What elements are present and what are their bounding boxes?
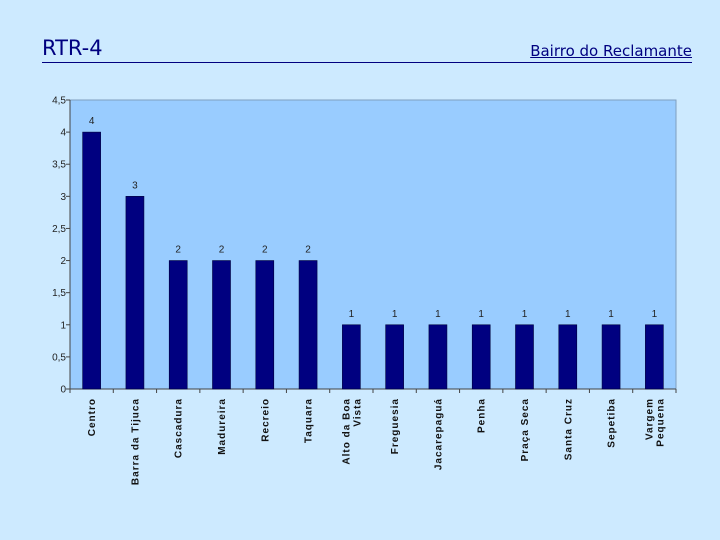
plot-area xyxy=(69,99,677,390)
x-tick-label-line: Barra da Tijuca xyxy=(130,398,141,485)
data-label: 1 xyxy=(349,309,355,320)
bar xyxy=(82,131,101,390)
x-tick-label: Vargem Pequena xyxy=(644,398,666,447)
data-label: 2 xyxy=(262,245,268,256)
bar xyxy=(471,324,491,390)
y-tick-label: 1 xyxy=(60,320,66,331)
bar xyxy=(558,324,578,390)
data-label: 1 xyxy=(652,309,658,320)
x-tick-label: Freguesia xyxy=(390,398,401,454)
x-tick-label: Centro xyxy=(87,398,98,436)
bar xyxy=(645,324,664,390)
x-tick-label-line: Alto da Boa xyxy=(341,398,352,465)
y-tick-label: 0 xyxy=(60,385,66,396)
data-label: 3 xyxy=(132,180,138,191)
x-tick-label: Jacarepaguá xyxy=(433,398,444,470)
data-label: 2 xyxy=(305,245,311,256)
x-tick-label: Sepetiba xyxy=(607,398,618,448)
y-tick-label: 2,5 xyxy=(52,224,66,235)
data-label: 2 xyxy=(219,245,225,256)
data-label: 2 xyxy=(175,245,181,256)
slide-header: RTR-4 Bairro do Reclamante xyxy=(42,34,692,63)
x-tick-label: Madureira xyxy=(217,398,228,455)
data-label: 4 xyxy=(89,116,95,127)
bar xyxy=(125,196,145,390)
y-tick-label: 0,5 xyxy=(52,352,66,363)
data-label: 1 xyxy=(608,309,614,320)
x-tick-label-line: Santa Cruz xyxy=(563,398,574,460)
bar xyxy=(212,260,231,390)
bar xyxy=(601,324,621,390)
y-tick-label: 4,5 xyxy=(52,96,66,107)
y-tick-label: 2 xyxy=(60,256,66,267)
x-tick-label-line: Pequena xyxy=(655,398,666,447)
y-tick-label: 4 xyxy=(60,128,66,139)
x-tick-label-line: Recreio xyxy=(260,398,271,442)
x-tick-label-line: Madureira xyxy=(217,398,228,455)
data-label: 1 xyxy=(392,309,398,320)
bar xyxy=(255,260,275,390)
x-tick-label: Cascadura xyxy=(174,398,185,458)
bar xyxy=(168,260,188,390)
slide-subtitle: Bairro do Reclamante xyxy=(530,42,692,60)
x-tick-label: Recreio xyxy=(260,398,271,442)
x-tick-label: Alto da Boa Vista xyxy=(341,398,363,465)
x-tick-label: Santa Cruz xyxy=(563,398,574,460)
data-label: 1 xyxy=(435,309,441,320)
x-tick-label-line: Sepetiba xyxy=(607,398,618,448)
x-tick-label: Penha xyxy=(477,398,488,433)
bar xyxy=(298,260,318,390)
data-label: 1 xyxy=(522,309,528,320)
bar xyxy=(428,324,448,390)
y-tick-label: 3,5 xyxy=(52,160,66,171)
y-tick-label: 1,5 xyxy=(52,288,66,299)
x-tick-label-line: Penha xyxy=(477,398,488,433)
x-tick-label-line: Vargem xyxy=(644,398,655,440)
x-tick-label-line: Centro xyxy=(87,398,98,436)
bar xyxy=(342,324,361,390)
bar xyxy=(515,324,534,390)
x-tick-label: Taquara xyxy=(304,398,315,443)
x-tick-label-line: Freguesia xyxy=(390,398,401,454)
x-tick-label-line: Jacarepaguá xyxy=(433,398,444,470)
x-tick-label-line: Cascadura xyxy=(174,398,185,458)
bar xyxy=(385,324,404,390)
data-label: 1 xyxy=(478,309,484,320)
data-label: 1 xyxy=(565,309,571,320)
x-tick-label-line: Taquara xyxy=(304,398,315,443)
x-tick-label-line: Praça Seca xyxy=(520,398,531,461)
x-tick-label: Barra da Tijuca xyxy=(130,398,141,485)
x-tick-label-line: Vista xyxy=(352,398,363,427)
slide-title: RTR-4 xyxy=(42,36,103,60)
x-tick-label: Praça Seca xyxy=(520,398,531,461)
y-tick-label: 3 xyxy=(60,192,66,203)
